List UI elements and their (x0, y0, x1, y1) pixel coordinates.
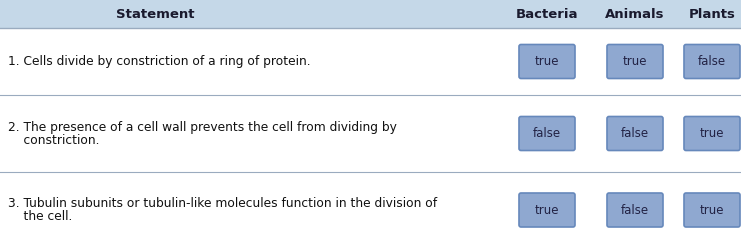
FancyBboxPatch shape (684, 44, 740, 79)
Text: 1. Cells divide by constriction of a ring of protein.: 1. Cells divide by constriction of a rin… (8, 55, 310, 68)
FancyBboxPatch shape (684, 193, 740, 227)
Text: true: true (535, 55, 559, 68)
FancyBboxPatch shape (519, 44, 575, 79)
FancyBboxPatch shape (519, 193, 575, 227)
FancyBboxPatch shape (684, 117, 740, 151)
Text: 3. Tubulin subunits or tubulin-like molecules function in the division of: 3. Tubulin subunits or tubulin-like mole… (8, 197, 437, 210)
Text: Animals: Animals (605, 7, 665, 21)
Text: true: true (535, 204, 559, 217)
Text: Bacteria: Bacteria (516, 7, 578, 21)
Text: false: false (698, 55, 726, 68)
Text: constriction.: constriction. (8, 133, 99, 147)
Bar (0, 0, 741, 28)
Text: false: false (621, 127, 649, 140)
Text: Statement: Statement (116, 7, 194, 21)
FancyBboxPatch shape (607, 44, 663, 79)
Text: true: true (700, 204, 724, 217)
FancyBboxPatch shape (519, 117, 575, 151)
FancyBboxPatch shape (607, 193, 663, 227)
FancyBboxPatch shape (607, 117, 663, 151)
Text: true: true (622, 55, 647, 68)
Text: Plants: Plants (688, 7, 735, 21)
Text: false: false (533, 127, 561, 140)
Text: false: false (621, 204, 649, 217)
Text: true: true (700, 127, 724, 140)
Text: the cell.: the cell. (8, 210, 73, 223)
Text: 2. The presence of a cell wall prevents the cell from dividing by: 2. The presence of a cell wall prevents … (8, 121, 397, 133)
